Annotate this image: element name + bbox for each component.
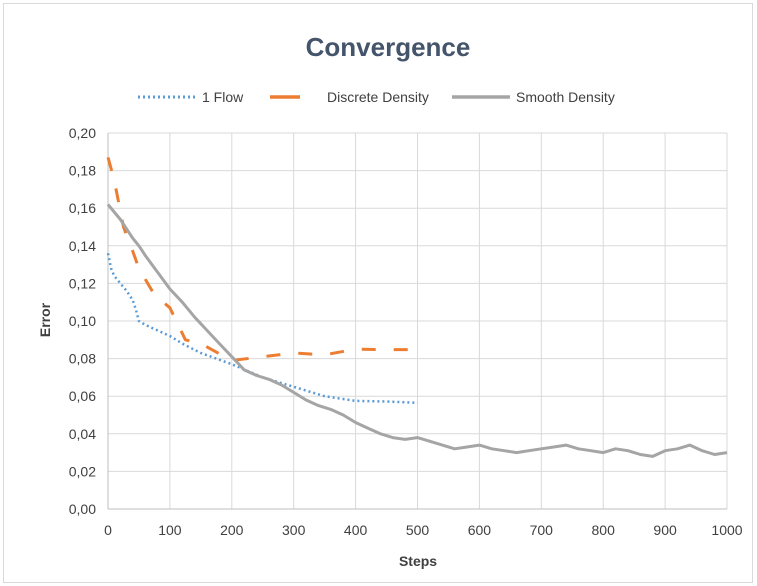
legend: 1 Flow Discrete Density Smooth Density xyxy=(138,89,615,105)
x-tick-label: 700 xyxy=(530,522,554,538)
grid xyxy=(108,132,728,509)
tick-labels: 0,00 0,02 0,04 0,06 0,08 0,10 0,12 0,14 0,16 0,18… xyxy=(69,125,743,538)
y-tick-label: 0,08 xyxy=(69,351,96,367)
series-line-smooth-density xyxy=(106,203,728,458)
y-tick-label: 0,06 xyxy=(69,388,96,404)
x-tick-label: 200 xyxy=(220,522,244,538)
x-tick-label: 1000 xyxy=(711,522,742,538)
y-tick-label: 0,00 xyxy=(69,501,96,517)
y-tick-label: 0,14 xyxy=(69,238,96,254)
y-tick-label: 0,10 xyxy=(69,313,96,329)
series-line-1-flow xyxy=(106,253,418,405)
legend-label-smooth-density: Smooth Density xyxy=(516,89,615,105)
series-line-discrete-density xyxy=(106,157,418,362)
x-tick-label: 900 xyxy=(653,522,677,538)
y-tick-label: 0,16 xyxy=(69,200,96,216)
x-tick-label: 800 xyxy=(592,522,616,538)
y-tick-label: 0,18 xyxy=(69,163,96,179)
x-tick-label: 500 xyxy=(406,522,430,538)
y-axis-label: Error xyxy=(37,302,53,337)
x-tick-label: 300 xyxy=(282,522,306,538)
x-tick-label: 100 xyxy=(158,522,182,538)
legend-label-1-flow: 1 Flow xyxy=(202,89,244,105)
x-tick-label: 600 xyxy=(468,522,492,538)
series-layer xyxy=(106,157,728,458)
chart-title: Convergence xyxy=(306,32,471,62)
axes xyxy=(107,133,727,510)
y-tick-label: 0,02 xyxy=(69,463,96,479)
y-tick-label: 0,20 xyxy=(69,125,96,141)
x-tick-label: 400 xyxy=(344,522,368,538)
y-tick-label: 0,04 xyxy=(69,426,96,442)
x-axis-label: Steps xyxy=(399,553,437,569)
y-tick-label: 0,12 xyxy=(69,275,96,291)
x-tick-label: 0 xyxy=(104,522,112,538)
legend-label-discrete-density: Discrete Density xyxy=(327,89,429,105)
